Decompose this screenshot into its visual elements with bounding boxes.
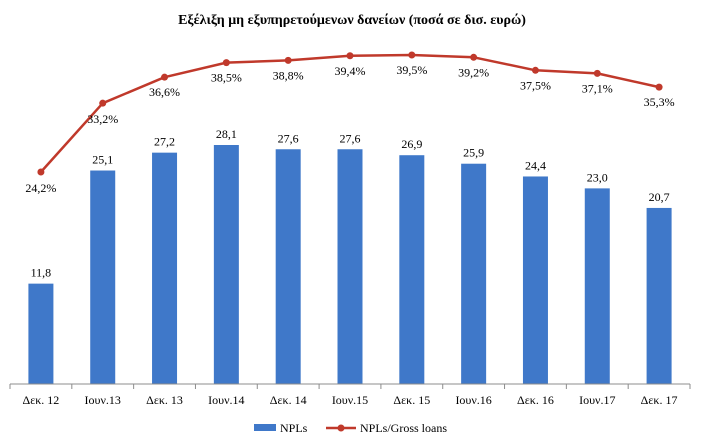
ratio-point-9 <box>593 69 601 77</box>
bar-value-label-7: 25,9 <box>463 146 484 160</box>
ratio-point-2 <box>161 73 169 81</box>
legend-swatch-ratio-marker <box>337 424 345 432</box>
bar-value-label-6: 26,9 <box>401 137 422 151</box>
ratio-value-label-2: 36,6% <box>149 85 180 99</box>
ratio-point-0 <box>37 168 45 176</box>
ratio-value-label-0: 24,2% <box>25 181 56 195</box>
ratio-value-label-10: 35,3% <box>644 95 675 109</box>
bar-value-label-4: 27,6 <box>278 131 299 145</box>
bar-4 <box>275 149 301 384</box>
ratio-point-5 <box>346 52 354 60</box>
ratio-value-label-5: 39,4% <box>335 64 366 78</box>
bar-6 <box>399 155 425 384</box>
x-tick-label-2: Δεκ. 13 <box>146 393 183 407</box>
bar-1 <box>90 170 116 384</box>
legend: NPLs NPLs/Gross loans <box>254 421 447 435</box>
x-tick-label-3: Ιουν.14 <box>208 393 244 407</box>
ratio-value-label-1: 33,2% <box>87 112 118 126</box>
bar-7 <box>461 163 487 384</box>
bar-2 <box>152 152 178 384</box>
bar-value-label-3: 28,1 <box>216 127 237 141</box>
x-tick-label-10: Δεκ. 17 <box>641 393 678 407</box>
ratio-point-6 <box>408 51 416 59</box>
ratio-point-10 <box>655 83 663 91</box>
ratio-value-label-8: 37,5% <box>520 78 551 92</box>
legend-swatch-npls <box>254 424 276 431</box>
bar-10 <box>646 207 672 384</box>
x-tick-label-6: Δεκ. 15 <box>393 393 430 407</box>
x-tick-label-0: Δεκ. 12 <box>23 393 60 407</box>
bar-8 <box>522 176 548 384</box>
bar-value-label-10: 20,7 <box>649 190 670 204</box>
ratio-value-label-9: 37,1% <box>582 81 613 95</box>
bar-value-label-2: 27,2 <box>154 135 175 149</box>
ratio-value-label-3: 38,5% <box>211 71 242 85</box>
ratio-point-3 <box>222 59 230 67</box>
ratio-value-label-7: 39,2% <box>458 65 489 79</box>
x-axis: Δεκ. 12 Ιουν.13 Δεκ. 13 Ιουν.14 Δεκ. 14 Ιουν.… <box>9 383 691 407</box>
x-tick-label-4: Δεκ. 14 <box>270 393 307 407</box>
x-tick-label-9: Ιουν.17 <box>579 393 615 407</box>
bar-value-label-0: 11,8 <box>31 266 52 280</box>
bar-3 <box>213 145 239 384</box>
legend-label-ratio: NPLs/Gross loans <box>360 421 447 435</box>
x-tick-label-7: Ιουν.16 <box>455 393 491 407</box>
x-tick-label-5: Ιουν.15 <box>332 393 368 407</box>
bar-value-label-1: 25,1 <box>92 153 113 167</box>
bar-value-label-8: 24,4 <box>525 158 546 172</box>
bar-9 <box>584 188 610 384</box>
ratio-value-label-6: 39,5% <box>396 63 427 77</box>
x-tick-label-1: Ιουν.13 <box>85 393 121 407</box>
x-tick-label-8: Δεκ. 16 <box>517 393 554 407</box>
bar-5 <box>337 149 363 384</box>
bar-0 <box>28 283 54 384</box>
ratio-value-label-4: 38,8% <box>273 68 304 82</box>
ratio-point-7 <box>470 53 478 61</box>
ratio-point-8 <box>531 66 539 74</box>
line-layer: 24,2% 33,2% 36,6% 38,5% 38,8% 39,4% 39,5% 39,2%… <box>25 51 675 195</box>
bar-value-label-9: 23,0 <box>587 170 608 184</box>
legend-label-npls: NPLs <box>280 421 308 435</box>
bars-layer: 11,8 25,1 27,2 28,1 27,6 27,6 26,9 25,9 24,4 23,0… <box>28 127 672 384</box>
bar-value-label-5: 27,6 <box>340 131 361 145</box>
chart-title: Εξέλιξη μη εξυπηρετούμενων δανείων (ποσά… <box>178 13 526 28</box>
ratio-point-4 <box>284 56 292 64</box>
ratio-point-1 <box>99 99 107 107</box>
